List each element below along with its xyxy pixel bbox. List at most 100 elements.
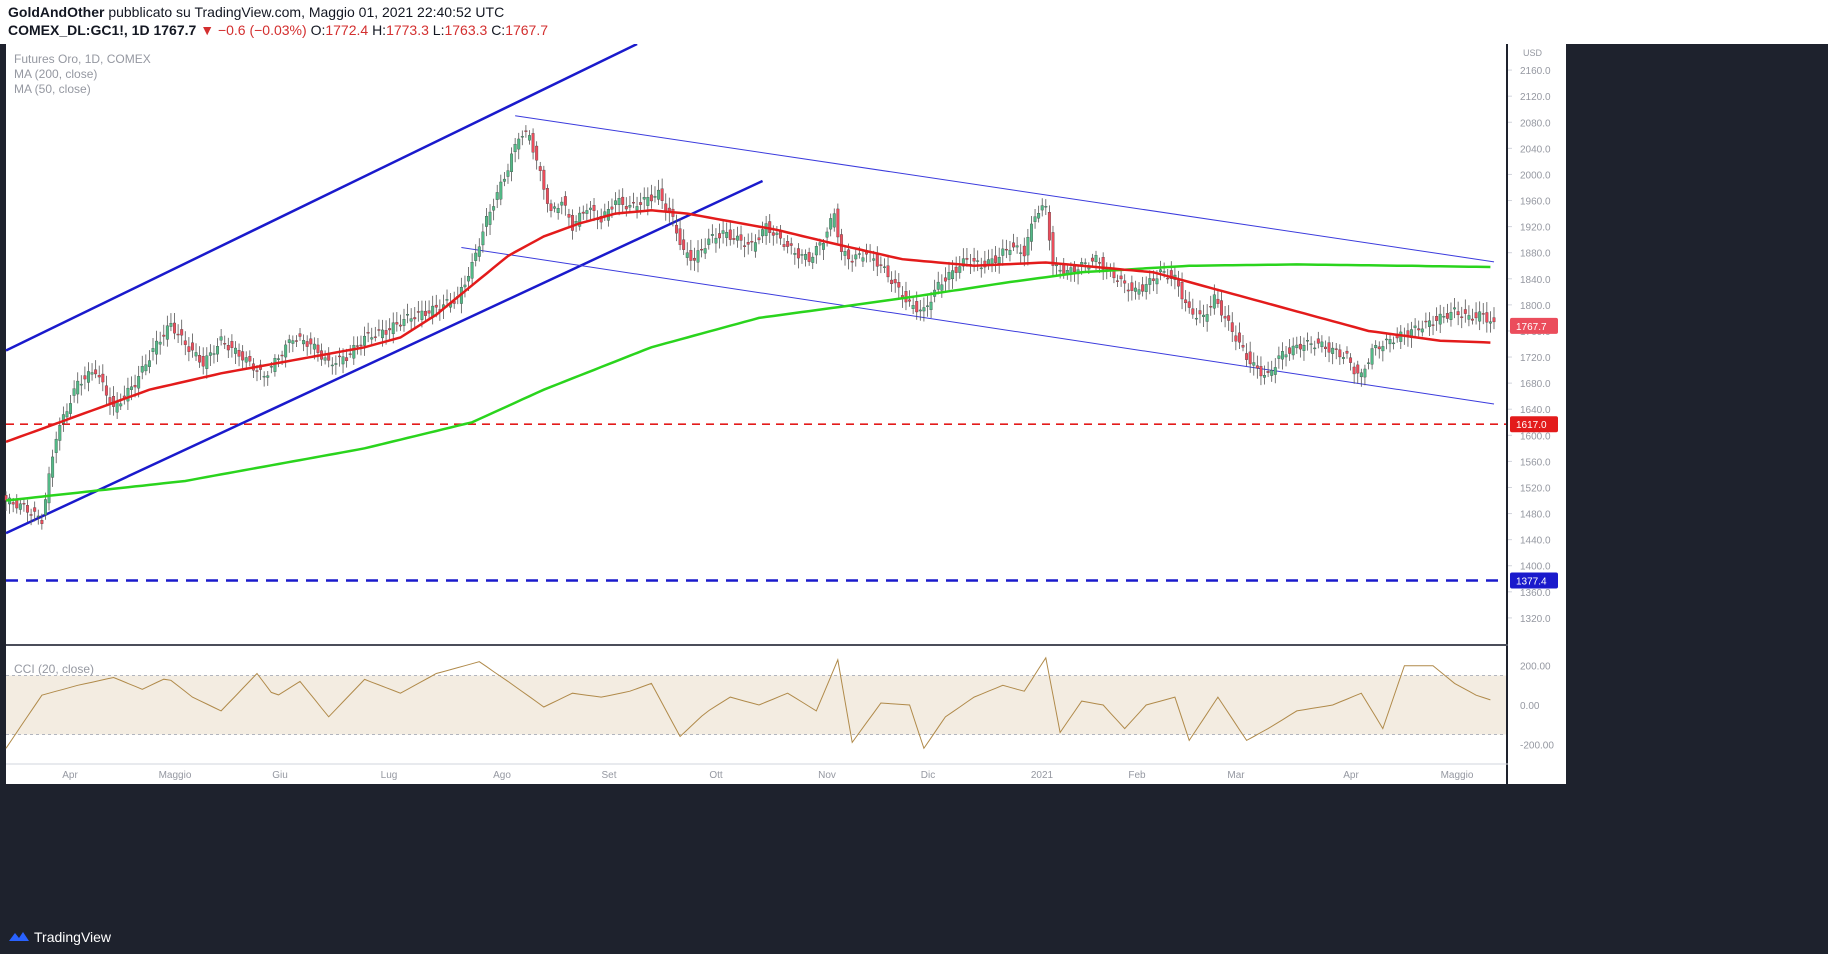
candle-body	[1302, 345, 1306, 351]
time-tick-label: Apr	[1343, 770, 1359, 781]
candle-body	[1370, 348, 1374, 365]
candle-body	[402, 319, 406, 326]
candle-body	[1037, 213, 1041, 219]
candle-body	[1194, 317, 1198, 320]
candle-body	[406, 314, 410, 316]
candle-body	[718, 233, 721, 239]
candle-body	[280, 354, 284, 357]
candle-body	[1133, 287, 1137, 292]
candle-body	[467, 275, 470, 282]
candle-body	[1445, 313, 1449, 319]
candle-body	[269, 366, 273, 368]
candle-body	[65, 411, 69, 418]
price-tick-label: 1880.0	[1520, 249, 1551, 260]
price-pane[interactable]	[6, 44, 1506, 644]
candle-body	[1456, 311, 1460, 316]
currency-label[interactable]: USD	[1523, 48, 1543, 58]
candle-body	[707, 238, 711, 245]
candle-body	[144, 364, 148, 372]
candle-body	[395, 322, 399, 325]
candle-body	[1449, 311, 1453, 320]
cci-line[interactable]	[5, 656, 1491, 750]
candle-body	[1001, 248, 1005, 256]
ma200-line[interactable]	[5, 263, 1491, 502]
trendline-2[interactable]	[515, 115, 1495, 263]
candle-body	[890, 279, 894, 285]
candle-body	[951, 270, 955, 280]
candle-body	[822, 243, 825, 250]
candle-body	[488, 211, 492, 225]
candle-body	[1363, 368, 1367, 378]
candle-body	[1392, 342, 1396, 345]
candle-body	[764, 223, 768, 236]
candle-body	[130, 386, 133, 390]
trendline-1[interactable]	[5, 179, 764, 535]
trendline-0[interactable]	[5, 44, 638, 352]
candle-body	[355, 345, 359, 347]
candle-body	[1388, 339, 1392, 345]
candle-body	[1015, 245, 1019, 248]
candle-body	[857, 253, 861, 255]
candle-body	[1137, 289, 1141, 295]
candle-body	[642, 197, 646, 200]
ma50-line[interactable]	[5, 209, 1491, 443]
candle-body	[140, 366, 144, 373]
price-tick-label: 1960.0	[1520, 197, 1551, 208]
candle-body	[348, 353, 352, 355]
candle-body	[908, 299, 912, 302]
trendline-3[interactable]	[461, 246, 1495, 405]
candle-body	[610, 206, 614, 210]
candle-body	[1184, 299, 1188, 304]
candle-body	[947, 272, 951, 280]
candle-body	[1019, 252, 1023, 254]
candle-body	[997, 257, 1001, 264]
candle-body	[1033, 216, 1037, 222]
price-tick-label: 2000.0	[1520, 170, 1551, 181]
candle-body	[811, 256, 815, 263]
candle-body	[137, 376, 141, 389]
low-label: L:	[432, 22, 445, 38]
candle-body	[1202, 314, 1206, 317]
candle-body	[273, 358, 277, 372]
candle-body	[43, 499, 47, 516]
footer-brand[interactable]: TradingView	[34, 929, 112, 945]
candle-body	[1083, 262, 1087, 264]
candle-body	[352, 345, 356, 359]
candle-body	[1101, 257, 1105, 270]
candle-body	[976, 260, 980, 262]
candle-body	[18, 503, 22, 510]
price-tick-label: 1800.0	[1520, 301, 1551, 312]
candle-body	[664, 203, 668, 212]
candle-body	[746, 241, 750, 245]
candle-body	[1177, 280, 1180, 287]
candle-body	[26, 505, 29, 513]
candle-body	[1435, 316, 1439, 321]
high-value: 1773.3	[386, 22, 429, 38]
candle-body	[1126, 289, 1130, 292]
legend-title: Futures Oro, 1D, COMEX	[14, 52, 151, 66]
candle-body	[33, 507, 37, 512]
candle-body	[632, 202, 635, 204]
candle-body	[291, 340, 295, 344]
candle-body	[1209, 306, 1213, 308]
candle-body	[1384, 338, 1388, 341]
candle-body	[101, 373, 105, 383]
candle-body	[1169, 270, 1173, 279]
time-tick-label: Ago	[493, 770, 511, 781]
price-tick-label: 2120.0	[1520, 92, 1551, 103]
candle-body	[1291, 345, 1295, 356]
candle-body	[1341, 357, 1345, 359]
candle-body	[624, 206, 628, 210]
price-tick-label: 1560.0	[1520, 457, 1551, 468]
author-name[interactable]: GoldAndOther	[8, 4, 105, 20]
close-value: 1767.7	[505, 22, 549, 38]
chart-canvas[interactable]: 2160.0 2120.0 2080.0 2040.0 2000.0 1960.0 1920…	[0, 44, 1828, 920]
candle-body	[814, 246, 818, 256]
published-text: pubblicato su TradingView.com, Maggio 01…	[108, 4, 505, 20]
candle-body	[388, 328, 392, 331]
candle-body	[373, 336, 377, 338]
candle-body	[244, 357, 248, 363]
candle-body	[585, 210, 589, 214]
candle-body	[284, 344, 288, 358]
candle-body	[685, 252, 689, 258]
